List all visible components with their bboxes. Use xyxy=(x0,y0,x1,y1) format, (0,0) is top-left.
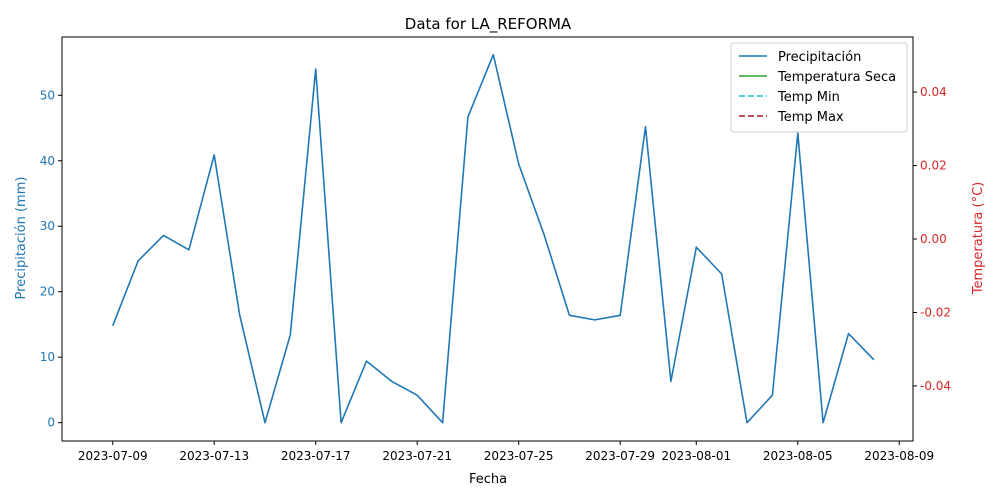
right-tick-label: -0.02 xyxy=(920,305,951,319)
x-tick-label: 2023-08-05 xyxy=(763,449,833,463)
x-axis: 2023-07-09 2023-07-13 2023-07-17 2023-07-21… xyxy=(78,441,934,463)
left-tick-label: 0 xyxy=(47,416,55,430)
x-tick-label: 2023-07-29 xyxy=(585,449,655,463)
right-tick-label: 0.04 xyxy=(920,85,947,99)
left-tick-label: 50 xyxy=(40,88,55,102)
left-y-axis-label: Precipitación (mm) xyxy=(14,177,29,300)
right-tick-label: 0.00 xyxy=(920,232,947,246)
x-tick-label: 2023-07-09 xyxy=(78,449,148,463)
legend-label: Temperatura Seca xyxy=(777,70,896,85)
left-tick-label: 30 xyxy=(40,219,55,233)
left-tick-label: 40 xyxy=(40,154,55,168)
left-y-axis: 0 10 20 30 40 50 xyxy=(40,88,62,430)
legend-label: Precipitación xyxy=(778,50,861,65)
series-line-precipitacion xyxy=(111,53,875,424)
x-axis-label: Fecha xyxy=(469,472,507,487)
x-tick-label: 2023-07-21 xyxy=(382,449,452,463)
legend-label: Temp Max xyxy=(777,110,844,125)
left-tick-label: 20 xyxy=(40,285,55,299)
left-tick-label: 10 xyxy=(40,350,55,364)
right-tick-label: -0.04 xyxy=(920,379,951,393)
x-tick-label: 2023-08-01 xyxy=(661,449,731,463)
x-tick-label: 2023-07-25 xyxy=(484,449,554,463)
legend-label: Temp Min xyxy=(777,90,840,105)
legend-frame xyxy=(730,42,908,133)
right-y-axis-label: Temperatura (°C) xyxy=(971,182,986,295)
right-y-axis: -0.04 -0.02 0.00 0.02 0.04 xyxy=(913,85,951,393)
x-tick-label: 2023-07-13 xyxy=(179,449,249,463)
chart-title: Data for LA_REFORMA xyxy=(405,15,572,34)
legend: Precipitación Temperatura Seca Temp Min Tem… xyxy=(730,42,908,133)
right-tick-label: 0.02 xyxy=(920,159,947,173)
x-tick-label: 2023-07-17 xyxy=(281,449,351,463)
x-tick-label: 2023-08-09 xyxy=(864,449,934,463)
